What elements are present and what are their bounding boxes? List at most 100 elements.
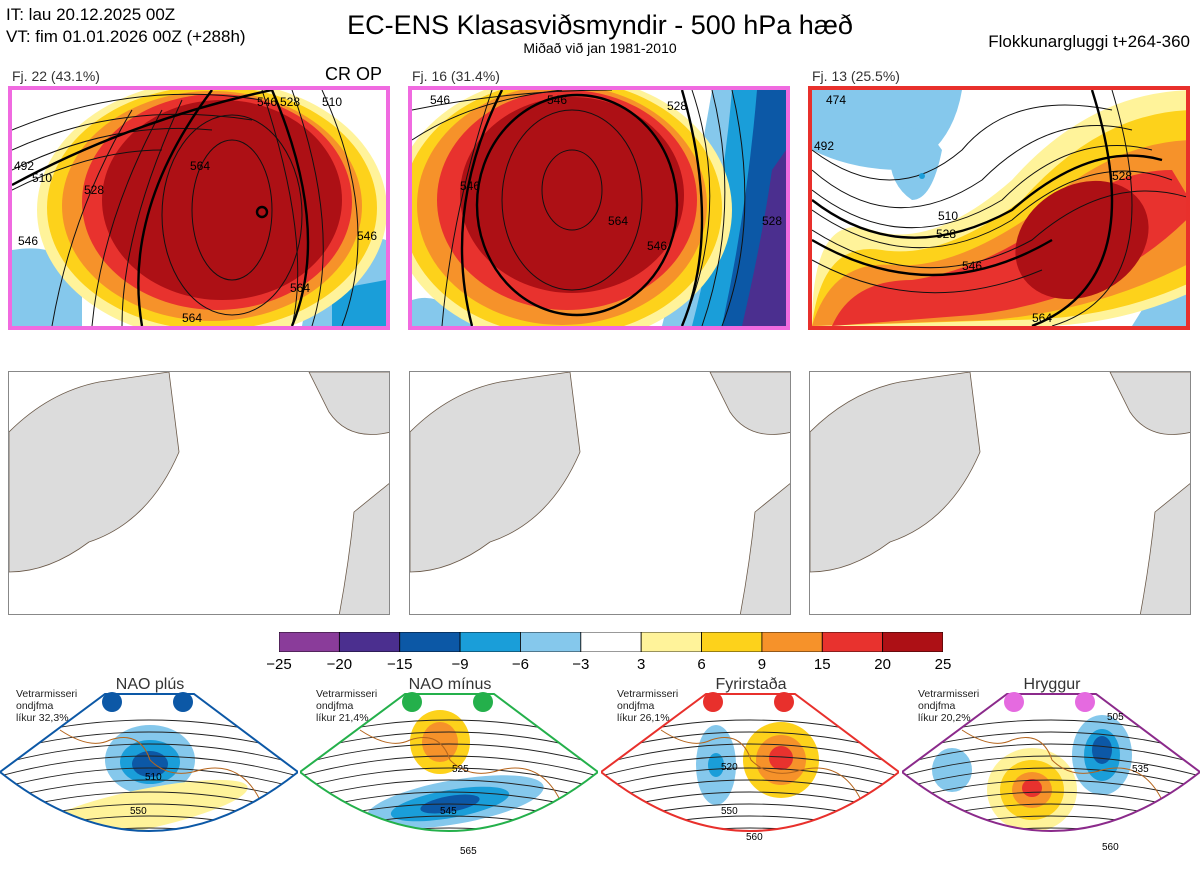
anomaly-blob [1092, 736, 1112, 764]
colorbar-tick-label: −6 [511, 656, 529, 673]
regime-note-line: líkur 20,2% [918, 712, 971, 724]
regime-note-line: Vetrarmisseri [316, 688, 378, 700]
contour-label: 505 [1107, 712, 1124, 723]
colorbar-segment [399, 632, 461, 652]
cluster-3-anomaly-field: 474 492 528 510 528 546 564 [812, 90, 1186, 326]
svg-text:528: 528 [936, 227, 956, 241]
svg-text:564: 564 [182, 311, 202, 325]
regime-marker-dot [102, 692, 122, 712]
height-contour [0, 743, 298, 765]
colorbar-tick-label: −3 [572, 656, 590, 673]
cluster-1-tag: CR OP [325, 64, 383, 84]
svg-text:546: 546 [460, 179, 480, 193]
colorbar-tick-label: 9 [757, 656, 767, 673]
anomaly-blob [1022, 779, 1042, 797]
regime-note-line: Vetrarmisseri [16, 688, 78, 700]
contour-label: 520 [721, 762, 738, 773]
svg-text:510: 510 [938, 209, 958, 223]
colorbar-segment [459, 632, 521, 652]
contour-label: 525 [452, 764, 469, 775]
colorbar-tick-label: 6 [697, 656, 706, 673]
regime-marker-dot [1004, 692, 1024, 712]
svg-text:564: 564 [190, 159, 210, 173]
svg-text:528: 528 [280, 95, 300, 109]
svg-text:564: 564 [290, 281, 310, 295]
land-map-3[interactable] [809, 371, 1191, 615]
height-contour [902, 767, 1200, 789]
landmass-shape [810, 372, 1190, 614]
svg-text:528: 528 [667, 99, 687, 113]
page-title: EC-ENS Klasasviðsmyndir - 500 hPa hæð [347, 10, 853, 40]
svg-text:546: 546 [18, 234, 38, 248]
header-info: IT: lau 20.12.2025 00Z VT: fim 01.01.202… [6, 4, 246, 48]
height-contour [601, 827, 899, 831]
cluster-3-map[interactable]: 474 492 528 510 528 546 564 [808, 86, 1190, 330]
regime-note-line: ondjfma [617, 700, 655, 712]
svg-text:528: 528 [1112, 169, 1132, 183]
svg-text:510: 510 [32, 171, 52, 185]
anomaly-blob [132, 751, 168, 777]
svg-text:546: 546 [647, 239, 667, 253]
svg-text:564: 564 [1032, 311, 1052, 325]
contour-label: 550 [721, 806, 738, 817]
regime-note-line: líkur 21,4% [316, 712, 369, 724]
regime-note-line: líkur 32,3% [16, 712, 69, 724]
height-contour [601, 803, 899, 825]
svg-text:474: 474 [826, 93, 846, 107]
svg-text:510: 510 [322, 95, 342, 109]
regime-marker-dot [402, 692, 422, 712]
regime-note: Vetrarmisseri ondjfma líkur 32,3% [16, 688, 77, 724]
land-map-2[interactable] [409, 371, 791, 615]
cluster-1-map[interactable]: 492 510 528 546 564 564 546 528 510 546 … [8, 86, 390, 330]
colorbar-tick-label: −20 [326, 656, 353, 673]
regime-note-line: ondjfma [16, 700, 54, 712]
regime-map: 505 535 560 [902, 693, 1200, 863]
colorbar-tick-label: −15 [386, 656, 413, 673]
colorbar-segment [580, 632, 642, 652]
cluster-2-map[interactable]: 546 546 546 528 564 546 528 [408, 86, 790, 330]
cluster-1-anomaly-field: 492 510 528 546 564 564 546 528 510 546 … [12, 90, 386, 326]
height-contour [300, 767, 598, 789]
colorbar-segment [640, 632, 702, 652]
regime-note: Vetrarmisseri ondjfma líkur 21,4% [316, 688, 377, 724]
landmass-shape [410, 372, 790, 614]
regime-title: Fyrirstaða [715, 676, 787, 693]
height-contour [601, 767, 899, 789]
regime-border [902, 693, 1200, 832]
anomaly-blob [1012, 853, 1042, 863]
svg-text:546: 546 [357, 229, 377, 243]
regime-title: NAO plús [115, 676, 185, 693]
contour-label: 565 [460, 846, 477, 857]
regime-note: Vetrarmisseri ondjfma líkur 26,1% [617, 688, 678, 724]
svg-text:564: 564 [608, 214, 628, 228]
contour-label: 510 [145, 772, 162, 783]
height-contour [902, 779, 1200, 801]
colorbar-segment [520, 632, 582, 652]
height-contour [902, 719, 1200, 741]
height-contour [300, 743, 598, 765]
anomaly-blob [932, 748, 972, 792]
colorbar-tick-label: −25 [266, 656, 292, 673]
svg-text:528: 528 [762, 214, 782, 228]
colorbar-segment [821, 632, 884, 652]
regime-marker-dot [1075, 692, 1095, 712]
height-contour [902, 827, 1200, 831]
contour-label: 560 [746, 832, 763, 843]
svg-text:546: 546 [962, 259, 982, 273]
svg-text:546: 546 [547, 93, 567, 107]
colorbar-segment [882, 632, 943, 652]
anomaly-blob [708, 753, 724, 777]
height-contour [601, 719, 899, 741]
regime-note-line: Vetrarmisseri [617, 688, 679, 700]
height-contour [601, 743, 899, 765]
colorbar-segment [279, 632, 340, 652]
regime-marker-dot [173, 692, 193, 712]
colorbar-segment [338, 632, 401, 652]
colorbar [279, 632, 943, 652]
regime-marker-dot [473, 692, 493, 712]
land-map-1[interactable] [8, 371, 390, 615]
classification-window: Flokkunargluggi t+264-360 [988, 32, 1190, 51]
svg-text:546: 546 [257, 95, 277, 109]
cluster-2-label: Fj. 16 (31.4%) [412, 68, 500, 84]
height-contour [0, 767, 298, 789]
